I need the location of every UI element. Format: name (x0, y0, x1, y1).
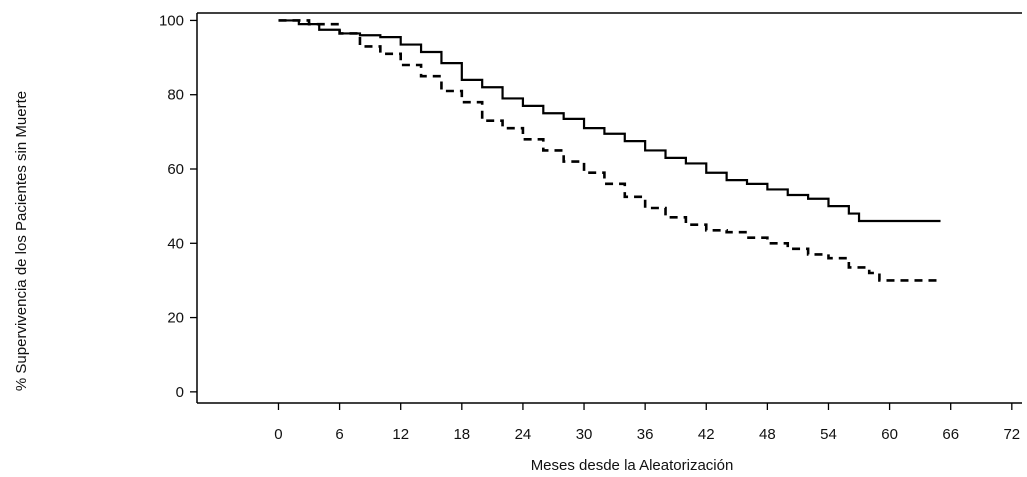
x-tick-label: 66 (942, 426, 959, 443)
x-tick-label: 36 (637, 426, 654, 443)
series-lines (278, 19, 941, 282)
x-ticks: 0 6 12 18 24 30 36 42 48 54 60 66 72 (274, 403, 1020, 443)
y-axis-title: % Supervivencia de los Pacientes sin Mue… (13, 91, 30, 391)
y-tick-label: 0 (176, 384, 184, 401)
y-tick-label: 80 (167, 87, 184, 104)
x-tick-label: 12 (392, 426, 409, 443)
y-tick-label: 40 (167, 235, 184, 252)
x-tick-label: 24 (515, 426, 532, 443)
y-tick-label: 60 (167, 161, 184, 178)
y-ticks: 0 20 40 60 80 100 (159, 12, 197, 401)
y-tick-label: 100 (159, 12, 184, 29)
axes (196, 12, 1022, 404)
x-tick-label: 6 (335, 426, 343, 443)
x-tick-label: 18 (453, 426, 470, 443)
x-tick-label: 60 (881, 426, 898, 443)
x-tick-label: 0 (274, 426, 282, 443)
x-tick-label: 72 (1003, 426, 1020, 443)
series-line-dashed (278, 19, 941, 282)
series-line-solid (278, 19, 941, 223)
x-tick-label: 54 (820, 426, 837, 443)
x-tick-label: 30 (576, 426, 593, 443)
x-tick-label: 48 (759, 426, 776, 443)
x-axis-title: Meses desde la Aleatorización (531, 457, 734, 474)
x-tick-label: 42 (698, 426, 715, 443)
y-tick-label: 20 (167, 310, 184, 327)
